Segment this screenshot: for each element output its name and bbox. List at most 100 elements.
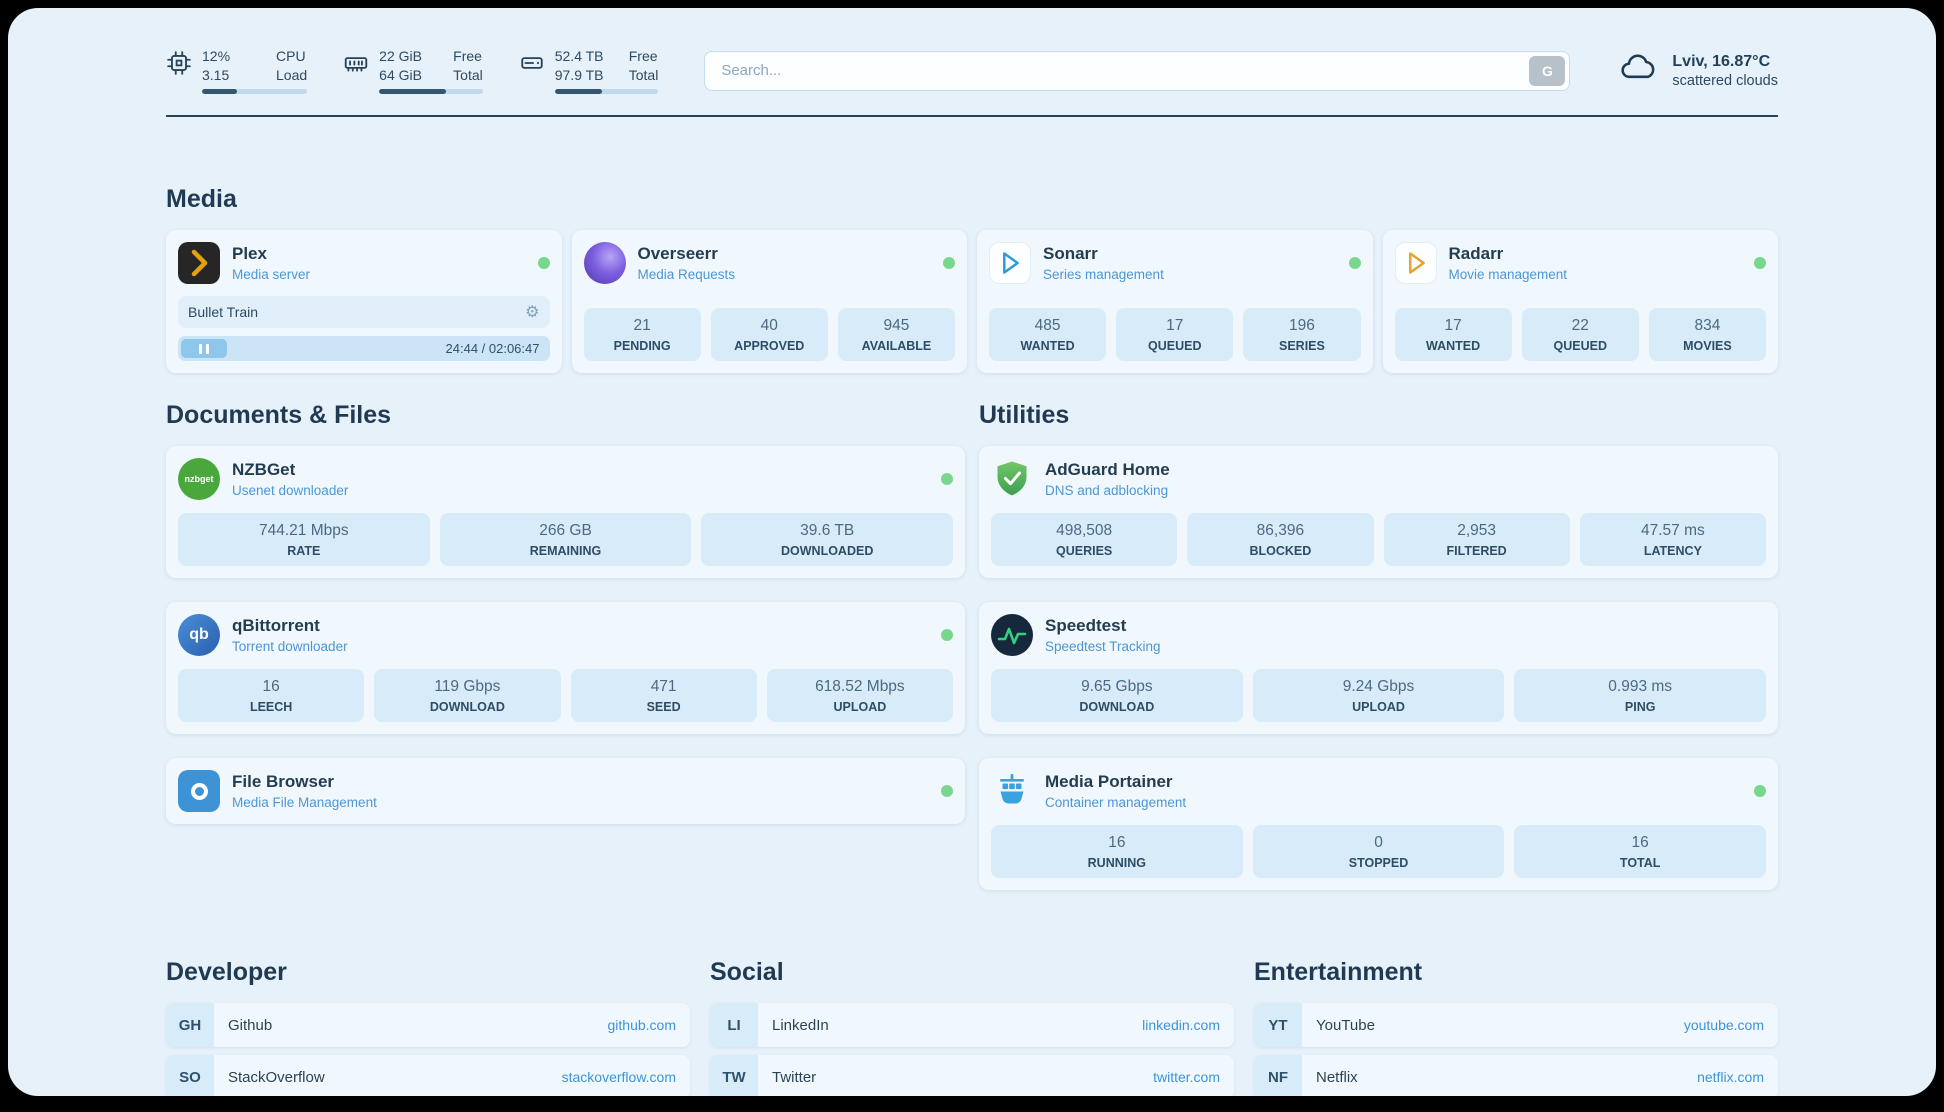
app-card-sonarr[interactable]: Sonarr Series management 485 WANTED 17 Q…	[977, 230, 1373, 373]
stat-box: 0.993 ms PING	[1514, 669, 1767, 722]
search-provider-button[interactable]: G	[1529, 55, 1566, 86]
stat-value: 16	[262, 678, 280, 695]
ram-total-label: Total	[453, 66, 483, 83]
stat-box: 17 QUEUED	[1116, 308, 1234, 361]
now-playing-box: Bullet Train ⚙	[178, 296, 550, 328]
disk-progress-fill	[554, 88, 603, 94]
status-dot	[941, 629, 953, 641]
plex-icon	[178, 242, 220, 284]
status-dot	[537, 257, 550, 269]
playback-time: 24:44 / 02:06:47	[445, 341, 540, 356]
stat-label: UPLOAD	[833, 700, 887, 714]
stat-value: 119 Gbps	[434, 678, 501, 695]
search-bar: G	[704, 50, 1571, 91]
bookmark-abbr: NF	[1254, 1055, 1302, 1096]
status-dot	[941, 785, 953, 797]
gear-icon[interactable]: ⚙	[525, 304, 540, 321]
stat-label: QUERIES	[1055, 544, 1113, 558]
app-desc: Media server	[232, 267, 311, 282]
stat-box: 834 MOVIES	[1648, 308, 1767, 361]
stat-label: FILTERED	[1446, 544, 1507, 558]
status-dot	[943, 257, 955, 269]
stat-value: 17	[1166, 317, 1184, 334]
app-card-filebrowser[interactable]: File Browser Media File Management	[166, 758, 965, 824]
stat-value: 39.6 TB	[800, 522, 855, 539]
stat-label: BLOCKED	[1249, 544, 1312, 558]
qbittorrent-icon-label: qb	[189, 626, 209, 643]
stat-label: SERIES	[1279, 339, 1325, 353]
stat-label: SEED	[646, 700, 681, 714]
stat-box: 471 SEED	[570, 669, 757, 722]
stat-box: 39.6 TB DOWNLOADED	[701, 513, 954, 566]
pause-button[interactable]	[181, 339, 227, 358]
disk-free-value: 52.4 TB	[554, 47, 604, 64]
bookmark-twitter[interactable]: TW Twitter twitter.com	[710, 1055, 1234, 1096]
stat-box: 16 RUNNING	[991, 825, 1243, 878]
stat-value: 945	[883, 317, 910, 334]
bookmark-url[interactable]: netflix.com	[1697, 1069, 1764, 1085]
app-card-radarr[interactable]: Radarr Movie management 17 WANTED 22 QUE…	[1382, 230, 1778, 373]
nzbget-icon: nzbget	[178, 458, 220, 500]
stat-box: 2,953 FILTERED	[1383, 513, 1570, 566]
status-dot	[941, 473, 953, 485]
stat-value: 0	[1374, 834, 1383, 851]
weather-condition: scattered clouds	[1672, 72, 1778, 89]
stat-value: 498,508	[1056, 522, 1113, 539]
stat-label: WANTED	[1020, 339, 1075, 353]
cpu-load-label: Load	[276, 66, 308, 83]
top-bar: 12% CPU 3.15 Load	[166, 46, 1778, 95]
stat-value: 2,953	[1457, 522, 1497, 539]
app-name: Plex	[232, 244, 267, 263]
app-name: File Browser	[232, 772, 335, 791]
nzbget-icon-label: nzbget	[184, 474, 214, 484]
bookmark-linkedin[interactable]: LI LinkedIn linkedin.com	[710, 1003, 1234, 1047]
stat-value: 40	[760, 317, 778, 334]
filebrowser-icon	[178, 770, 220, 812]
header-divider	[166, 115, 1778, 117]
bookmark-stackoverflow[interactable]: SO StackOverflow stackoverflow.com	[166, 1055, 690, 1096]
bookmark-url[interactable]: linkedin.com	[1142, 1017, 1220, 1033]
app-card-speedtest[interactable]: Speedtest Speedtest Tracking 9.65 Gbps D…	[979, 602, 1778, 734]
app-name: Speedtest	[1045, 616, 1127, 635]
app-name: qBittorrent	[232, 616, 320, 635]
stat-box: 266 GB REMAINING	[439, 513, 692, 566]
stat-box: 9.24 Gbps UPLOAD	[1252, 669, 1505, 722]
stat-value: 744.21 Mbps	[259, 522, 349, 539]
app-card-qbittorrent[interactable]: qb qBittorrent Torrent downloader 16 LEE…	[166, 602, 965, 734]
bookmark-url[interactable]: twitter.com	[1153, 1069, 1220, 1085]
app-card-adguard[interactable]: AdGuard Home DNS and adblocking 498,508 …	[979, 446, 1778, 578]
status-dot	[1754, 257, 1766, 269]
playback-progress-bar: 24:44 / 02:06:47	[178, 336, 550, 361]
bookmark-url[interactable]: youtube.com	[1683, 1017, 1764, 1033]
ram-progress-fill	[379, 88, 447, 94]
bookmark-netflix[interactable]: NF Netflix netflix.com	[1254, 1055, 1778, 1096]
stat-value: 47.57 ms	[1640, 522, 1705, 539]
app-desc: Movie management	[1448, 267, 1568, 282]
app-card-nzbget[interactable]: nzbget NZBGet Usenet downloader 744.21 M…	[166, 446, 965, 578]
app-card-plex[interactable]: Plex Media server Bullet Train ⚙ 24:44 /…	[166, 230, 562, 373]
app-desc: Speedtest Tracking	[1045, 639, 1161, 654]
stat-box: 9.65 Gbps DOWNLOAD	[991, 669, 1243, 722]
stat-value: 471	[650, 678, 677, 695]
cpu-metric: 12% CPU 3.15 Load	[166, 48, 308, 94]
pause-icon	[199, 343, 202, 354]
bookmark-url[interactable]: github.com	[607, 1017, 676, 1033]
bookmark-youtube[interactable]: YT YouTube youtube.com	[1254, 1003, 1778, 1047]
stat-label: STOPPED	[1348, 856, 1409, 870]
app-card-portainer[interactable]: Media Portainer Container management 16 …	[979, 758, 1778, 890]
cpu-progress-fill	[202, 88, 237, 94]
app-card-overseerr[interactable]: Overseerr Media Requests 21 PENDING 40 A…	[571, 230, 967, 373]
ram-icon	[343, 50, 369, 81]
sonarr-icon	[989, 242, 1031, 284]
bookmark-github[interactable]: GH Github github.com	[166, 1003, 690, 1047]
stat-label: TOTAL	[1619, 856, 1661, 870]
app-name: NZBGet	[232, 460, 296, 479]
cpu-load-value: 3.15	[202, 66, 230, 83]
stat-label: RUNNING	[1087, 856, 1146, 870]
stat-value: 266 GB	[539, 522, 592, 539]
bookmark-url[interactable]: stackoverflow.com	[561, 1069, 676, 1085]
stat-value: 9.65 Gbps	[1081, 678, 1153, 695]
stat-label: RATE	[287, 544, 321, 558]
search-input[interactable]	[704, 50, 1571, 91]
app-name: Overseerr	[637, 244, 718, 263]
